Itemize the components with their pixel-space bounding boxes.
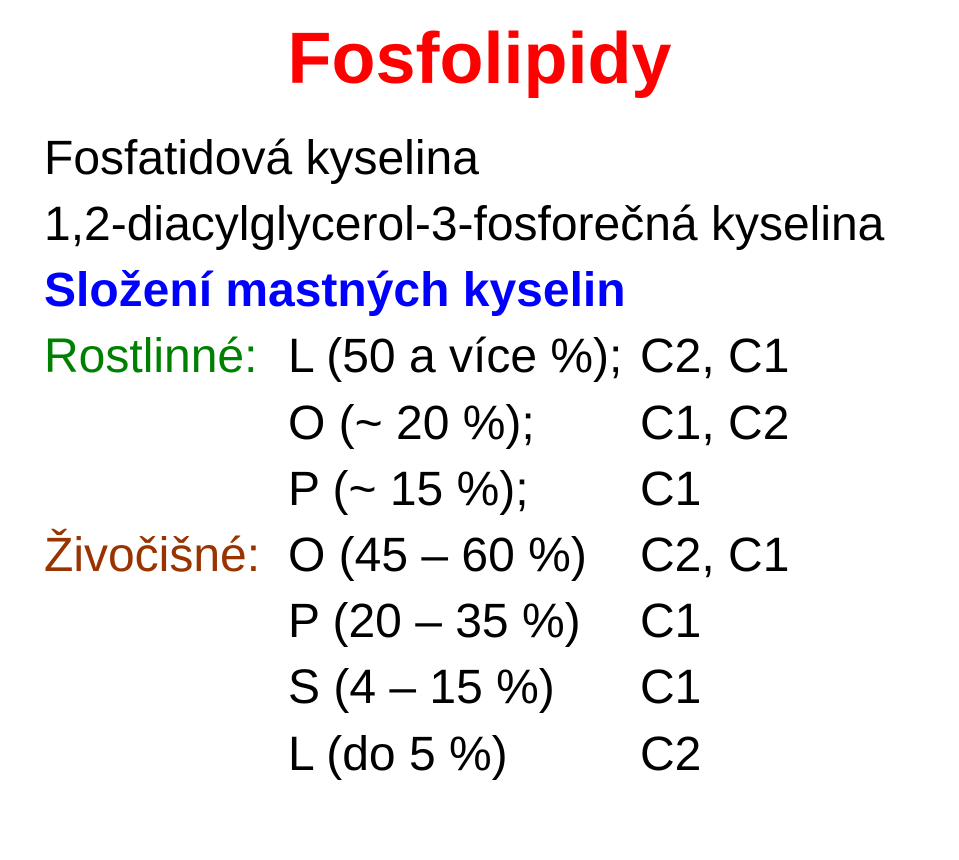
row-composition: O (~ 20 %); [288,391,640,457]
table-row: P (~ 15 %); C1 [44,457,915,523]
section-heading: Složení mastných kyselin [44,258,915,324]
table-row: Rostlinné: L (50 a více %); C2, C1 [44,324,915,390]
row-column: C1, C2 [640,391,789,457]
row-column: C2, C1 [640,324,789,390]
row-label-empty [44,457,288,523]
slide: Fosfolipidy Fosfatidová kyselina 1,2-dia… [0,0,959,860]
table-row: P (20 – 35 %) C1 [44,589,915,655]
row-composition: L (50 a více %); [288,324,640,390]
table-row: O (~ 20 %); C1, C2 [44,391,915,457]
table-row: S (4 – 15 %) C1 [44,655,915,721]
row-composition: S (4 – 15 %) [288,655,640,721]
table-row: L (do 5 %) C2 [44,722,915,788]
row-label-empty [44,391,288,457]
row-composition: L (do 5 %) [288,722,640,788]
row-label-plant: Rostlinné: [44,324,288,390]
subtitle-2: 1,2-diacylglycerol-3-fosforečná kyselina [44,192,915,258]
row-label-empty [44,655,288,721]
row-column: C2, C1 [640,523,789,589]
row-composition: P (~ 15 %); [288,457,640,523]
row-column: C1 [640,655,701,721]
row-column: C1 [640,457,701,523]
row-column: C1 [640,589,701,655]
row-label-empty [44,589,288,655]
subtitle-1: Fosfatidová kyselina [44,126,915,192]
table-row: Živočišné: O (45 – 60 %) C2, C1 [44,523,915,589]
row-column: C2 [640,722,701,788]
row-label-empty [44,722,288,788]
row-label-animal: Živočišné: [44,523,288,589]
row-composition: P (20 – 35 %) [288,589,640,655]
row-composition: O (45 – 60 %) [288,523,640,589]
composition-table: Rostlinné: L (50 a více %); C2, C1 O (~ … [44,324,915,788]
slide-title: Fosfolipidy [44,22,915,98]
